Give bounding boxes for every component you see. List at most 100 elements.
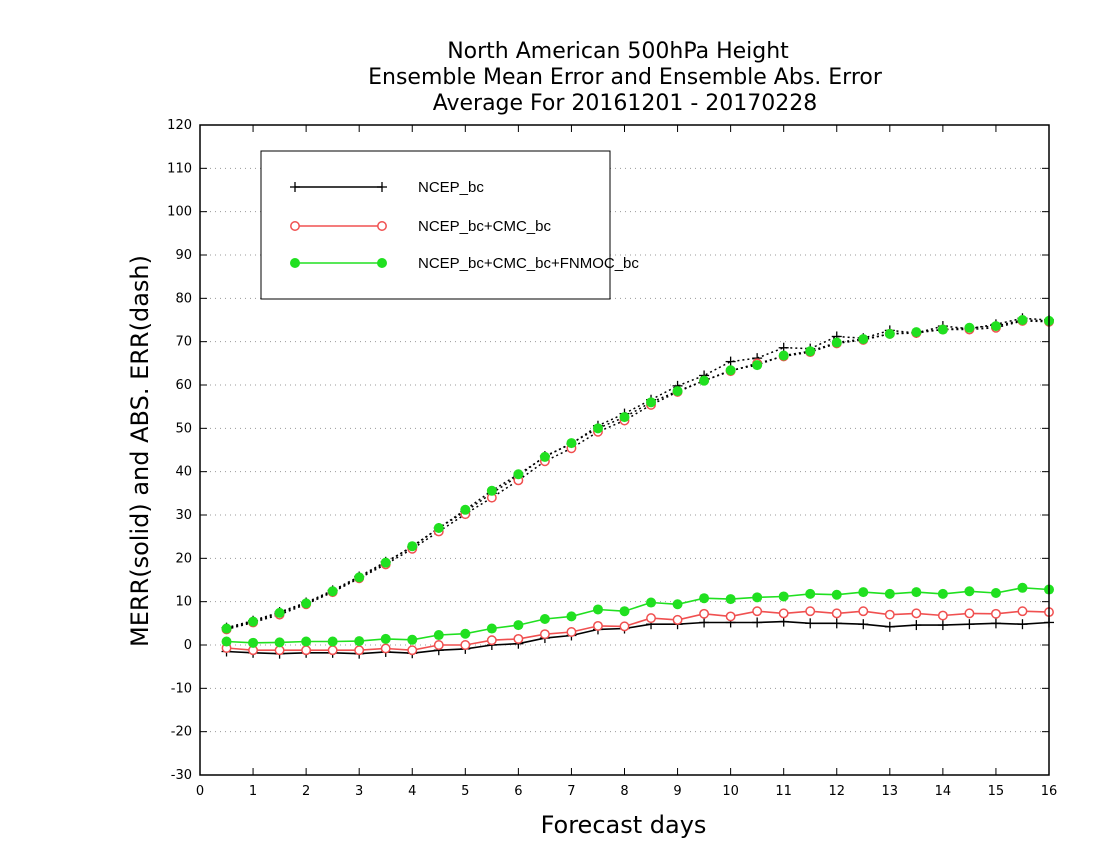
abs-err-point-ncep-bc-cmc-bc-fnmoc-bc	[221, 623, 232, 634]
merr-point-ncep-bc	[752, 617, 763, 628]
x-tick-label: 13	[882, 784, 899, 799]
abs-err-point-ncep-bc-cmc-bc-fnmoc-bc	[725, 365, 736, 376]
merr-point-ncep-bc-cmc-bc	[858, 606, 869, 617]
merr-point-ncep-bc-cmc-bc-fnmoc-bc	[725, 594, 736, 605]
merr-point-ncep-bc-cmc-bc-fnmoc-bc	[937, 588, 948, 599]
legend-marker	[290, 221, 300, 231]
abs-err-point-ncep-bc-cmc-bc-fnmoc-bc	[1017, 315, 1028, 325]
y-tick-label: 50	[175, 421, 192, 436]
merr-point-ncep-bc-cmc-bc	[619, 621, 630, 632]
merr-point-ncep-bc-cmc-bc	[407, 645, 418, 656]
abs-err-point-ncep-bc-cmc-bc-fnmoc-bc	[566, 438, 577, 449]
abs-err-point-ncep-bc-cmc-bc-fnmoc-bc	[805, 346, 816, 357]
merr-point-ncep-bc-cmc-bc-fnmoc-bc	[433, 630, 444, 641]
abs-err-point-ncep-bc-cmc-bc-fnmoc-bc	[964, 322, 975, 333]
abs-err-point-ncep-bc-cmc-bc-fnmoc-bc	[619, 412, 630, 423]
abs-err-point-ncep-bc-cmc-bc-fnmoc-bc	[248, 616, 259, 627]
plot-frame	[199, 124, 1050, 776]
merr-point-ncep-bc-cmc-bc	[964, 608, 975, 619]
abs-err-point-ncep-bc-cmc-bc-fnmoc-bc	[301, 598, 312, 609]
merr-point-ncep-bc-cmc-bc	[433, 640, 444, 650]
y-tick-label: 80	[175, 291, 192, 306]
merr-point-ncep-bc-cmc-bc	[672, 614, 683, 625]
merr-point-ncep-bc-cmc-bc-fnmoc-bc	[566, 611, 577, 622]
merr-point-ncep-bc-cmc-bc-fnmoc-bc	[327, 636, 338, 647]
legend-label: NCEP_bc+CMC_bc	[418, 218, 551, 235]
x-axis-label: Forecast days	[541, 811, 707, 839]
merr-point-ncep-bc-cmc-bc-fnmoc-bc	[646, 597, 657, 608]
x-tick-label: 6	[514, 784, 522, 799]
merr-point-ncep-bc	[805, 618, 816, 629]
legend-marker	[377, 258, 387, 268]
merr-point-ncep-bc-cmc-bc-fnmoc-bc	[221, 636, 232, 647]
abs-err-point-ncep-bc-cmc-bc-fnmoc-bc	[778, 350, 789, 361]
merr-point-ncep-bc	[937, 620, 948, 631]
abs-err-point-ncep-bc-cmc-bc-fnmoc-bc	[380, 557, 391, 568]
merr-point-ncep-bc-cmc-bc-fnmoc-bc	[1017, 582, 1028, 593]
abs-err-point-ncep-bc-cmc-bc-fnmoc-bc	[486, 485, 497, 496]
merr-point-ncep-bc-cmc-bc-fnmoc-bc	[354, 636, 365, 647]
legend-label: NCEP_bc+CMC_bc+FNMOC_bc	[418, 255, 639, 272]
merr-point-ncep-bc	[964, 619, 975, 630]
x-tick-label: 9	[673, 784, 681, 799]
legend-marker	[290, 182, 300, 192]
merr-point-ncep-bc	[990, 618, 1001, 629]
series-group	[221, 313, 1054, 659]
merr-point-ncep-bc-cmc-bc-fnmoc-bc	[619, 606, 630, 617]
abs-err-point-ncep-bc-cmc-bc-fnmoc-bc	[433, 523, 444, 533]
merr-point-ncep-bc-cmc-bc	[778, 608, 789, 619]
abs-err-point-ncep-bc-cmc-bc-fnmoc-bc	[990, 321, 1001, 332]
title-line-1: North American 500hPa Height	[447, 39, 789, 64]
merr-point-ncep-bc-cmc-bc-fnmoc-bc	[964, 586, 975, 597]
x-tick-label: 10	[722, 784, 739, 799]
abs-err-point-ncep-bc-cmc-bc-fnmoc-bc	[672, 386, 683, 397]
merr-point-ncep-bc-cmc-bc	[1017, 606, 1028, 617]
merr-point-ncep-bc-cmc-bc-fnmoc-bc	[911, 587, 922, 598]
abs-err-point-ncep-bc-cmc-bc-fnmoc-bc	[858, 334, 869, 345]
abs-err-point-ncep-bc-cmc-bc-fnmoc-bc	[752, 360, 763, 371]
merr-point-ncep-bc-cmc-bc-fnmoc-bc	[858, 587, 869, 598]
legend-box	[260, 150, 611, 300]
y-tick-label: 110	[167, 161, 192, 176]
merr-point-ncep-bc-cmc-bc	[884, 609, 895, 620]
merr-point-ncep-bc-cmc-bc-fnmoc-bc	[407, 634, 418, 645]
abs-err-point-ncep-bc-cmc-bc-fnmoc-bc	[884, 328, 895, 339]
merr-point-ncep-bc-cmc-bc	[301, 645, 312, 656]
merr-point-ncep-bc-cmc-bc-fnmoc-bc	[699, 593, 710, 604]
x-tick-label: 14	[935, 784, 952, 799]
merr-point-ncep-bc-cmc-bc-fnmoc-bc	[513, 620, 524, 631]
merr-point-ncep-bc-cmc-bc-fnmoc-bc	[486, 623, 497, 634]
merr-point-ncep-bc-cmc-bc	[699, 608, 710, 619]
legend-marker	[290, 258, 300, 268]
x-tick-label: 7	[567, 784, 575, 799]
merr-point-ncep-bc-cmc-bc-fnmoc-bc	[884, 588, 895, 599]
merr-point-ncep-bc-cmc-bc	[937, 610, 948, 621]
merr-point-ncep-bc-cmc-bc	[990, 608, 1001, 619]
merr-point-ncep-bc-cmc-bc-fnmoc-bc	[592, 604, 603, 615]
title-line-3: Average For 20161201 - 20170228	[433, 91, 818, 116]
abs-err-point-ncep-bc-cmc-bc-fnmoc-bc	[327, 586, 338, 597]
x-tick-label: 16	[1041, 784, 1058, 799]
merr-point-ncep-bc-cmc-bc	[646, 613, 656, 624]
y-tick-label: 60	[175, 378, 192, 393]
merr-line-ncep-bc-cmc-bc	[226, 610, 1050, 652]
merr-point-ncep-bc-cmc-bc-fnmoc-bc	[805, 588, 816, 599]
merr-point-ncep-bc-cmc-bc-fnmoc-bc	[752, 592, 763, 603]
merr-point-ncep-bc-cmc-bc-fnmoc-bc	[990, 588, 1001, 598]
y-tick-label: 0	[184, 638, 192, 653]
y-tick-label: -30	[171, 768, 192, 783]
abs-err-point-ncep-bc-cmc-bc-fnmoc-bc	[539, 451, 550, 462]
y-tick-label: 10	[175, 595, 192, 610]
legend-marker	[377, 182, 387, 192]
y-tick-label: 100	[167, 205, 192, 220]
abs-err-point-ncep-bc-cmc-bc-fnmoc-bc	[646, 397, 657, 408]
merr-line-ncep-bc-cmc-bc-fnmoc-bc	[226, 586, 1050, 644]
y-tick-label: -10	[171, 681, 192, 696]
merr-point-ncep-bc-cmc-bc	[725, 611, 736, 622]
merr-point-ncep-bc-cmc-bc-fnmoc-bc	[460, 628, 471, 639]
y-tick-label: 30	[175, 508, 192, 523]
x-tick-label: 2	[302, 784, 310, 799]
x-tick-label: 5	[461, 784, 469, 799]
x-tick-label: 4	[408, 784, 416, 799]
